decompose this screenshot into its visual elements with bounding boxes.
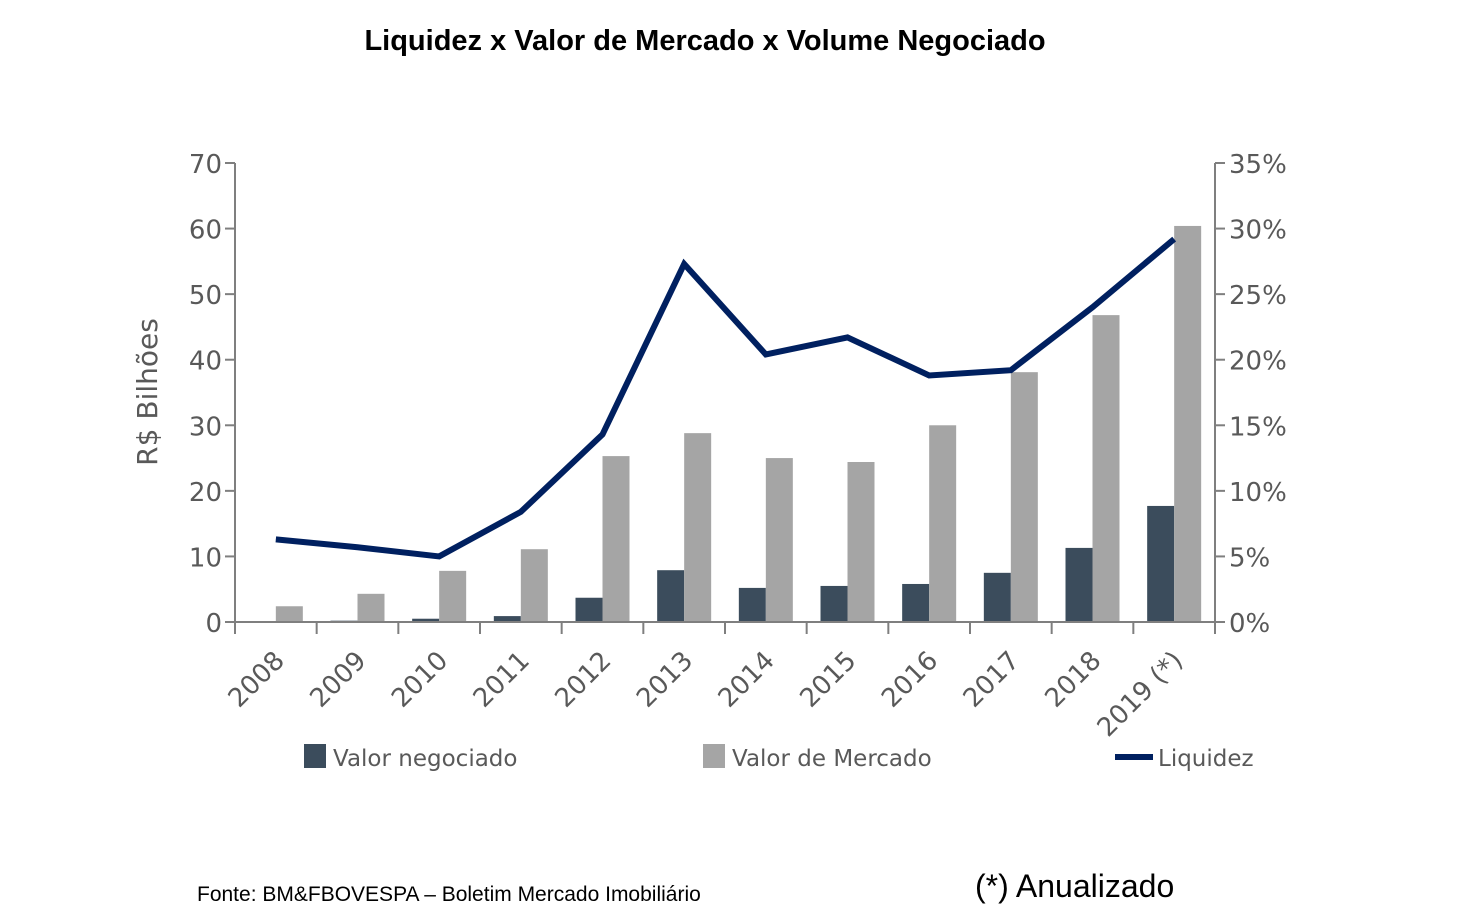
- bar-valor-de-mercado-2008: [275, 606, 303, 622]
- x-tick-label: 2012: [549, 646, 617, 714]
- bar-valor-de-mercado-2015: [847, 462, 875, 622]
- bar-valor-negociado-2014: [738, 587, 766, 622]
- bar-valor-de-mercado-2014: [765, 458, 793, 622]
- liquidez-line-group: [275, 236, 1177, 560]
- bar-valor-negociado-2010: [412, 618, 440, 622]
- bar-valor-negociado-2012: [575, 597, 603, 622]
- right-tick-label: 5%: [1229, 543, 1270, 573]
- legend-label-valor-negociado: Valor negociado: [333, 746, 517, 772]
- source-note: Fonte: BM&FBOVESPA – Boletim Mercado Imo…: [197, 883, 701, 906]
- left-tick-label: 70: [189, 150, 222, 180]
- x-tick-label: 2016: [876, 646, 944, 714]
- bar-valor-negociado-2017: [983, 572, 1011, 622]
- bar-valor-de-mercado-2012: [602, 456, 630, 622]
- right-axis-ticks: 0% 5% 10% 15% 20% 25% 30% 35%: [1215, 150, 1287, 639]
- bar-valor-negociado-2016: [902, 583, 930, 622]
- bar-valor-negociado-2018: [1065, 547, 1093, 622]
- left-tick-label: 20: [189, 478, 222, 508]
- x-tick-label: 2013: [631, 646, 699, 714]
- x-axis-labels: 2008 2009 2010 2011 2012 2013 2014 2015 2016 2017…: [223, 646, 1189, 743]
- left-axis-ticks: 0 10 20 30 40 50 60 70: [189, 150, 235, 639]
- x-tick-label: 2008: [223, 646, 291, 714]
- right-tick-label: 15%: [1229, 412, 1287, 442]
- bar-valor-negociado-2011: [493, 616, 521, 622]
- left-tick-label: 30: [189, 412, 222, 442]
- bars: [248, 225, 1202, 622]
- right-tick-label: 30%: [1229, 216, 1287, 246]
- bar-valor-de-mercado-2013: [684, 433, 712, 622]
- right-tick-label: 25%: [1229, 281, 1287, 311]
- legend-swatch-valor-negociado: [304, 744, 326, 768]
- bar-valor-de-mercado-2011: [520, 549, 548, 622]
- x-tick-label: 2014: [713, 646, 781, 714]
- annualized-note: (*) Anualizado: [975, 868, 1174, 904]
- axes: [225, 163, 1225, 634]
- x-tick-label: 2009: [304, 646, 372, 714]
- liquidez-line: [275, 236, 1177, 560]
- right-tick-label: 10%: [1229, 478, 1287, 508]
- x-tick-label: 2011: [468, 646, 536, 714]
- legend-label-liquidez: Liquidez: [1158, 746, 1254, 772]
- bar-valor-de-mercado-2017: [1010, 372, 1038, 622]
- right-tick-label: 20%: [1229, 347, 1287, 377]
- right-tick-label: 35%: [1229, 150, 1287, 180]
- y-axis-label: R$ Bilhões: [131, 318, 164, 466]
- left-tick-label: 50: [189, 281, 222, 311]
- left-tick-label: 40: [189, 347, 222, 377]
- bar-valor-de-mercado-2019: [1174, 225, 1202, 622]
- bar-valor-de-mercado-2016: [929, 425, 957, 622]
- left-tick-label: 0: [205, 609, 222, 639]
- right-tick-label: 0%: [1229, 609, 1270, 639]
- x-tick-label: 2010: [386, 646, 454, 714]
- legend: Valor negociado Valor de Mercado Liquide…: [304, 744, 1254, 772]
- bar-valor-negociado-2019: [1147, 505, 1175, 622]
- bar-valor-de-mercado-2010: [439, 570, 467, 622]
- bar-valor-de-mercado-2018: [1092, 315, 1120, 622]
- x-tick-label: 2015: [794, 646, 862, 714]
- chart-title: Liquidez x Valor de Mercado x Volume Neg…: [364, 25, 1045, 57]
- bar-valor-negociado-2013: [657, 570, 685, 622]
- x-tick-label: 2019 (*): [1092, 646, 1189, 743]
- bar-valor-de-mercado-2009: [357, 593, 385, 622]
- left-tick-label: 60: [189, 216, 222, 246]
- legend-swatch-valor-de-mercado: [703, 744, 725, 768]
- x-tick-label: 2017: [958, 646, 1026, 714]
- bar-valor-negociado-2015: [820, 585, 848, 622]
- left-tick-label: 10: [189, 543, 222, 573]
- x-tick-label: 2018: [1039, 646, 1107, 714]
- legend-label-valor-de-mercado: Valor de Mercado: [732, 746, 932, 772]
